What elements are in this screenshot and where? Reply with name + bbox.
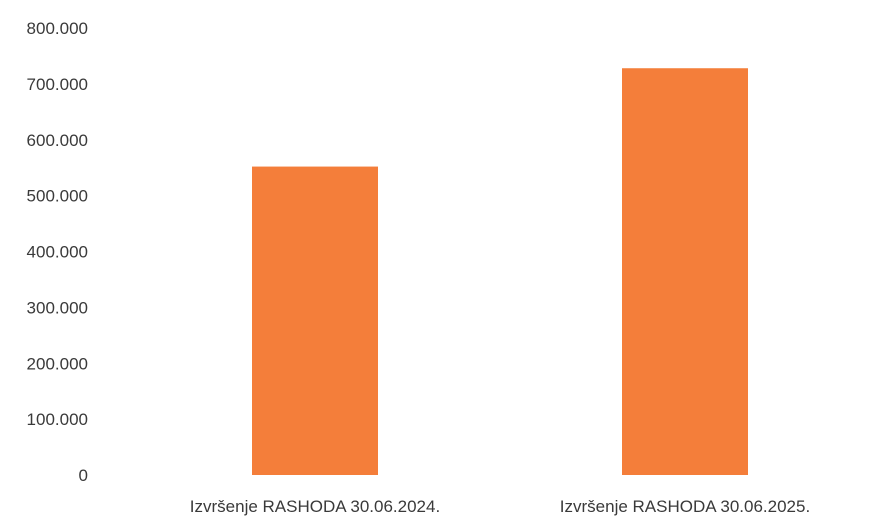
y-tick-label: 400.000 — [27, 243, 88, 262]
y-tick-label: 600.000 — [27, 131, 88, 150]
x-tick-label: Izvršenje RASHODA 30.06.2024. — [190, 497, 440, 516]
x-axis-tick-labels: Izvršenje RASHODA 30.06.2024. Izvršenje R… — [190, 497, 810, 516]
y-tick-label: 300.000 — [27, 298, 88, 317]
y-tick-label: 0 — [79, 466, 88, 485]
y-tick-label: 700.000 — [27, 75, 88, 94]
bar — [622, 68, 748, 475]
y-tick-label: 500.000 — [27, 187, 88, 206]
bars — [252, 68, 748, 475]
y-tick-label: 200.000 — [27, 354, 88, 373]
y-tick-label: 100.000 — [27, 410, 88, 429]
x-tick-label: Izvršenje RASHODA 30.06.2025. — [560, 497, 810, 516]
y-axis-tick-labels: 0 100.000 200.000 300.000 400.000 500.000 600.… — [27, 19, 88, 485]
y-tick-label: 800.000 — [27, 19, 88, 38]
bar — [252, 166, 378, 475]
